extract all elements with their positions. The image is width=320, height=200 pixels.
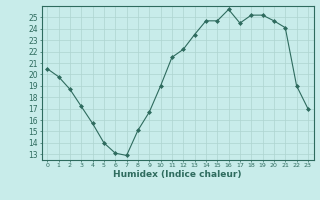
X-axis label: Humidex (Indice chaleur): Humidex (Indice chaleur) (113, 170, 242, 179)
